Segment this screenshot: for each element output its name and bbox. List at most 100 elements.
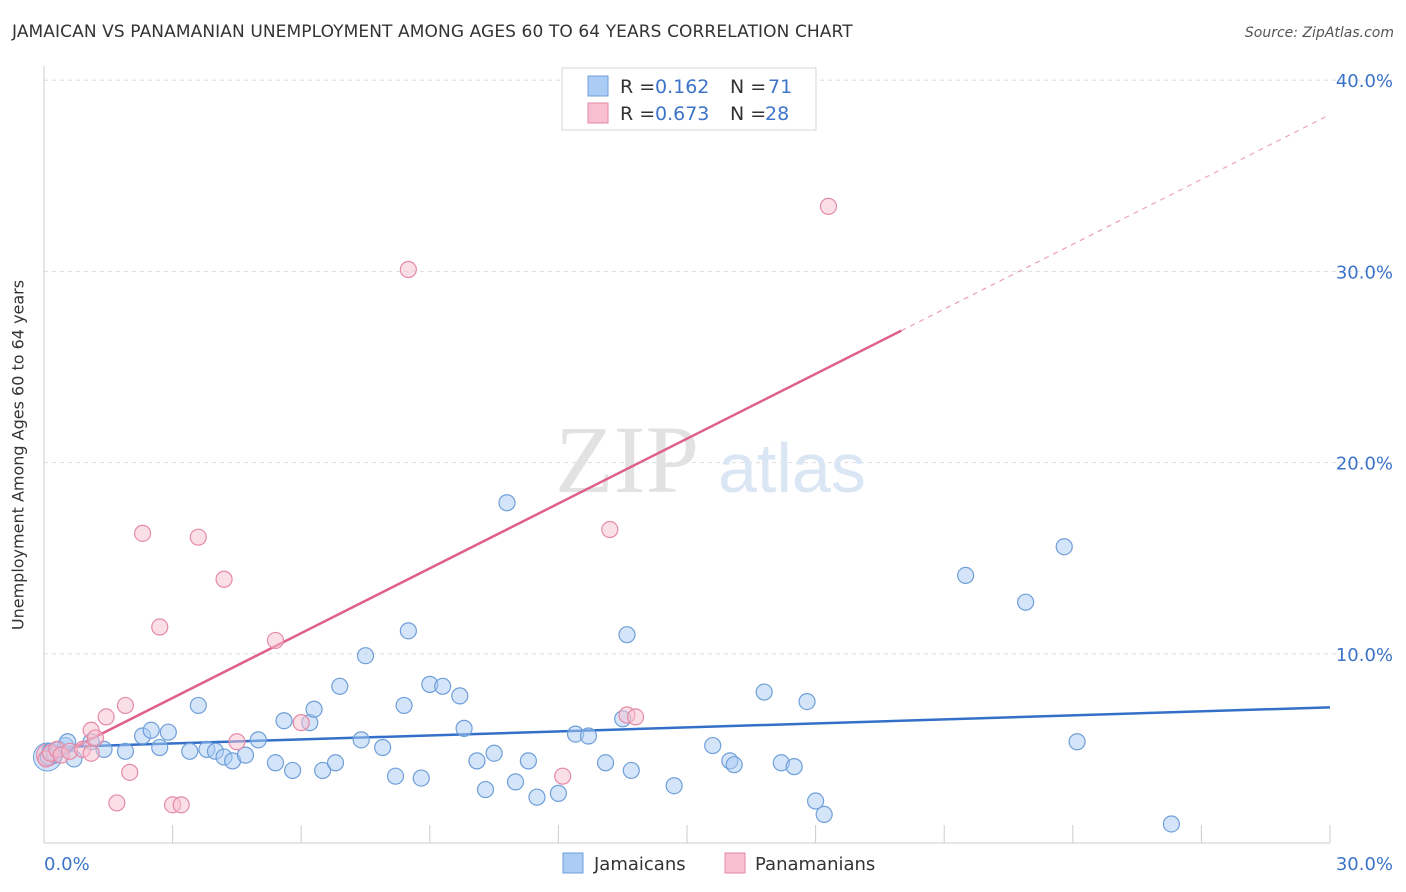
y-tick-label: 30.0% (1336, 262, 1393, 283)
legend-n-label-jamaicans: N = (730, 76, 766, 98)
point-panamanians (116, 696, 135, 715)
point-jamaicans (618, 626, 636, 644)
source-credit: Source: ZipAtlas.com (1244, 25, 1394, 41)
legend-bottom-swatch-panamanians (724, 852, 746, 874)
y-tick-labels: 10.0% 20.0% 30.0% 40.0% (1336, 71, 1393, 666)
legend-n-label-panamanians: N = (730, 103, 766, 125)
point-jamaicans (498, 494, 516, 512)
trend-lines (43, 114, 1331, 764)
point-jamaicans (785, 758, 803, 776)
y-tick-label: 40.0% (1336, 71, 1393, 92)
point-jamaicans (806, 792, 825, 810)
point-panamanians (554, 767, 572, 785)
point-panamanians (189, 528, 207, 546)
point-jamaicans (596, 754, 615, 772)
point-jamaicans (1055, 538, 1073, 556)
point-jamaicans (665, 777, 683, 795)
point-jamaicans (386, 767, 405, 785)
y-tick-label: 20.0% (1336, 454, 1393, 475)
point-jamaicans (549, 784, 568, 802)
legend-r-label-panamanians: R = (620, 103, 655, 125)
point-panamanians (97, 708, 115, 726)
watermark-zip: ZIP (555, 406, 699, 513)
x-tick-labels: 0.0% 30.0% (44, 854, 1393, 875)
point-jamaicans (181, 742, 199, 760)
point-panamanians (121, 763, 139, 781)
data-points (32, 197, 1180, 833)
point-jamaicans (395, 696, 413, 715)
point-jamaicans (374, 738, 392, 757)
point-panamanians (86, 729, 105, 747)
point-jamaicans (352, 731, 370, 749)
point-jamaicans (314, 761, 332, 780)
point-jamaicans (356, 647, 375, 665)
legend-n-value-panamanians: 28 (765, 103, 789, 125)
point-jamaicans (284, 761, 302, 780)
point-panamanians (215, 570, 233, 588)
watermark: ZIP atlas (555, 406, 866, 513)
legend-bottom-swatch-jamaicans (562, 852, 584, 874)
point-jamaicans (249, 731, 267, 749)
point-jamaicans (305, 700, 323, 718)
point-jamaicans (189, 696, 207, 715)
x-tick-label: 0.0% (44, 854, 90, 875)
point-jamaicans (528, 788, 546, 806)
point-panamanians (292, 714, 310, 732)
trend-line-panamanians-extension (901, 114, 1331, 332)
point-jamaicans (704, 736, 722, 755)
point-panamanians (133, 524, 152, 542)
legend-swatch-jamaicans (587, 75, 609, 97)
point-panamanians (172, 796, 190, 814)
chart-title: JAMAICAN VS PANAMANIAN UNEMPLOYMENT AMON… (12, 22, 853, 42)
gridlines (44, 79, 1395, 655)
point-jamaicans (434, 677, 452, 695)
point-jamaicans (1017, 593, 1035, 611)
point-panamanians (399, 260, 417, 279)
point-jamaicans (579, 727, 598, 745)
point-jamaicans (485, 744, 503, 762)
point-panamanians (819, 197, 838, 215)
point-jamaicans (476, 780, 495, 799)
point-jamaicans (957, 566, 975, 585)
point-panamanians (626, 708, 645, 726)
point-jamaicans (1068, 733, 1086, 751)
point-jamaicans (266, 754, 285, 772)
legend-n-value-jamaicans: 71 (768, 76, 792, 98)
point-jamaicans (455, 719, 473, 737)
legend-r-value-jamaicans: 0.162 (655, 76, 709, 98)
point-jamaicans (1162, 815, 1180, 833)
legend-bottom-label-jamaicans: Jamaicans (593, 854, 686, 875)
legend-bottom-label-panamanians: Panamanians (755, 854, 875, 875)
watermark-atlas: atlas (718, 429, 866, 507)
point-jamaicans (451, 687, 469, 705)
point-jamaicans (798, 692, 816, 711)
point-jamaicans (506, 773, 525, 791)
point-jamaicans (622, 761, 640, 780)
point-jamaicans (116, 742, 135, 760)
legend-r-value-panamanians: 0.673 (655, 103, 709, 125)
point-jamaicans (326, 754, 345, 772)
point-jamaicans (725, 756, 743, 774)
point-jamaicans (815, 805, 833, 824)
point-jamaicans (399, 622, 417, 640)
legend-swatch-panamanians (587, 102, 609, 124)
point-panamanians (108, 794, 126, 812)
point-panamanians (601, 520, 619, 539)
point-jamaicans (412, 769, 430, 787)
axes (43, 66, 1331, 844)
point-panamanians (82, 744, 100, 762)
point-jamaicans (142, 721, 160, 739)
point-panamanians (228, 733, 246, 751)
legend-r-label-jamaicans: R = (620, 76, 655, 98)
point-panamanians (151, 618, 169, 636)
point-jamaicans (159, 723, 177, 741)
point-jamaicans (468, 752, 486, 770)
point-jamaicans (519, 752, 537, 770)
trend-line-panamanians (43, 329, 902, 764)
point-jamaicans (275, 712, 293, 730)
point-panamanians (266, 631, 285, 650)
point-jamaicans (236, 746, 255, 764)
x-tick-label: 30.0% (1336, 854, 1393, 875)
point-jamaicans (331, 677, 349, 695)
